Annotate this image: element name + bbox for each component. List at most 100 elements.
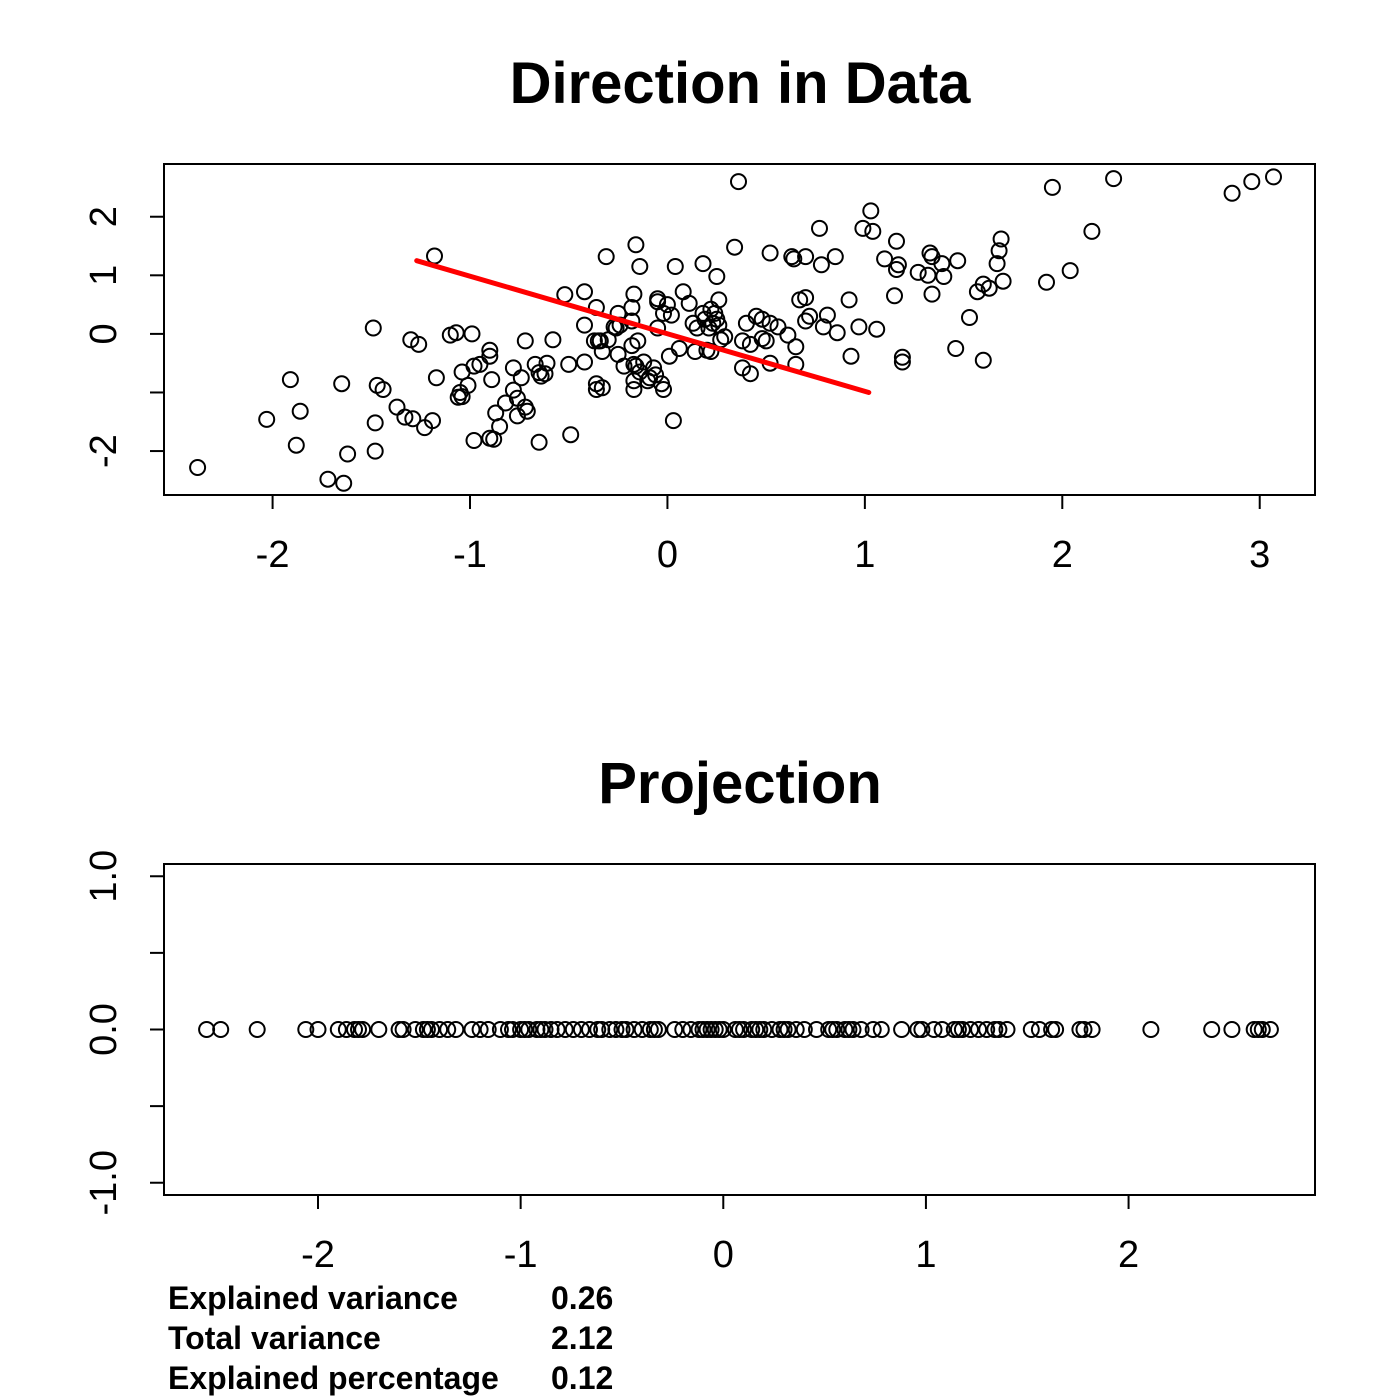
data-point [562,426,580,444]
data-point [862,202,880,220]
data-point [1253,1021,1271,1038]
data-point [431,1021,449,1038]
data-point [787,1021,805,1038]
data-point [439,1021,457,1038]
data-point [771,1021,789,1038]
stats-value: 0.26 [551,1280,614,1316]
data-point [872,1021,890,1038]
y-tick-label: -2 [83,434,125,468]
data-point [702,1021,720,1038]
data-point [933,1021,951,1038]
x-tick-label: 2 [1118,1234,1139,1276]
data-point [463,325,481,343]
data-point [1075,1021,1093,1038]
data-point [666,258,684,275]
data-point [1245,1021,1263,1038]
data-point [779,1021,797,1038]
data-point [629,332,647,350]
data-point [769,318,787,336]
data-point [544,331,562,349]
data-point [1142,1021,1160,1038]
data-point [649,290,667,308]
data-point [814,318,832,336]
data-point [479,1021,497,1038]
stats-value: 2.12 [551,1320,614,1356]
data-point [335,474,353,492]
data-point [893,348,911,366]
stats-row-explained-variance: Explained variance 0.26 [168,1278,613,1318]
data-point [447,1021,465,1038]
x-tick-label: 3 [1249,534,1270,576]
data-point [497,394,514,412]
data-point [795,1021,813,1038]
y-tick-label: 1 [83,265,125,286]
data-point [893,1021,911,1038]
x-tick-label: -1 [453,534,487,576]
data-point [840,291,858,309]
chart-title-projection: Projection [598,751,882,816]
data-point [783,248,801,266]
y-tick-label: 2 [83,206,125,227]
data-point [826,248,844,266]
x-tick-label: 2 [1052,534,1073,576]
data-point [645,359,663,377]
data-point [248,1021,266,1038]
data-point [189,459,207,476]
data-point [864,222,882,240]
data-point [518,402,536,420]
data-point [852,1021,870,1038]
data-point [994,272,1012,290]
data-point [889,256,907,274]
data-point [840,1021,858,1038]
data-point [694,255,712,273]
data-point [1043,178,1061,196]
data-point [625,1021,643,1038]
data-point [463,1021,481,1038]
data-point [886,287,903,305]
data-point [674,283,692,301]
data-point [354,1021,372,1038]
data-point [747,1021,765,1038]
data-point [483,371,501,389]
data-point [536,1021,554,1038]
data-point [868,320,886,338]
data-point [864,1021,882,1038]
direction-plot-area: -2 -1 0 1 2 3 -2 0 1 2 [83,168,1282,576]
data-point [850,318,868,336]
data-point [953,1021,971,1038]
data-point [597,248,615,266]
stats-label: Explained variance [168,1280,458,1316]
data-point [633,1021,651,1038]
data-point [504,381,522,399]
data-point [990,1021,1008,1038]
data-point [925,1021,943,1038]
data-point [785,250,803,268]
data-point [824,1021,842,1038]
data-point [1030,1021,1048,1038]
data-point [674,1021,692,1038]
data-point [410,335,428,353]
data-point [607,1021,625,1038]
data-point [370,1021,388,1038]
data-point [761,244,779,262]
data-point [576,353,593,371]
data-point [635,353,653,371]
data-point [560,355,578,373]
data-point [949,252,967,270]
data-point [516,1021,534,1038]
data-point [710,291,728,309]
data-point [576,316,593,334]
stats-label: Explained percentage [168,1360,499,1396]
data-point [779,326,797,344]
x-tick-label: 0 [657,534,678,576]
data-point [970,1021,988,1038]
projection-plot-area: -2 -1 0 1 2 -1.0 0.0 1.0 [83,850,1279,1276]
data-point [329,1021,347,1038]
data-point [988,255,1006,273]
data-point [516,332,534,350]
data-point [538,354,556,372]
data-point [974,351,992,369]
data-point [404,410,422,428]
data-point [465,432,483,449]
data-point [649,1021,667,1038]
